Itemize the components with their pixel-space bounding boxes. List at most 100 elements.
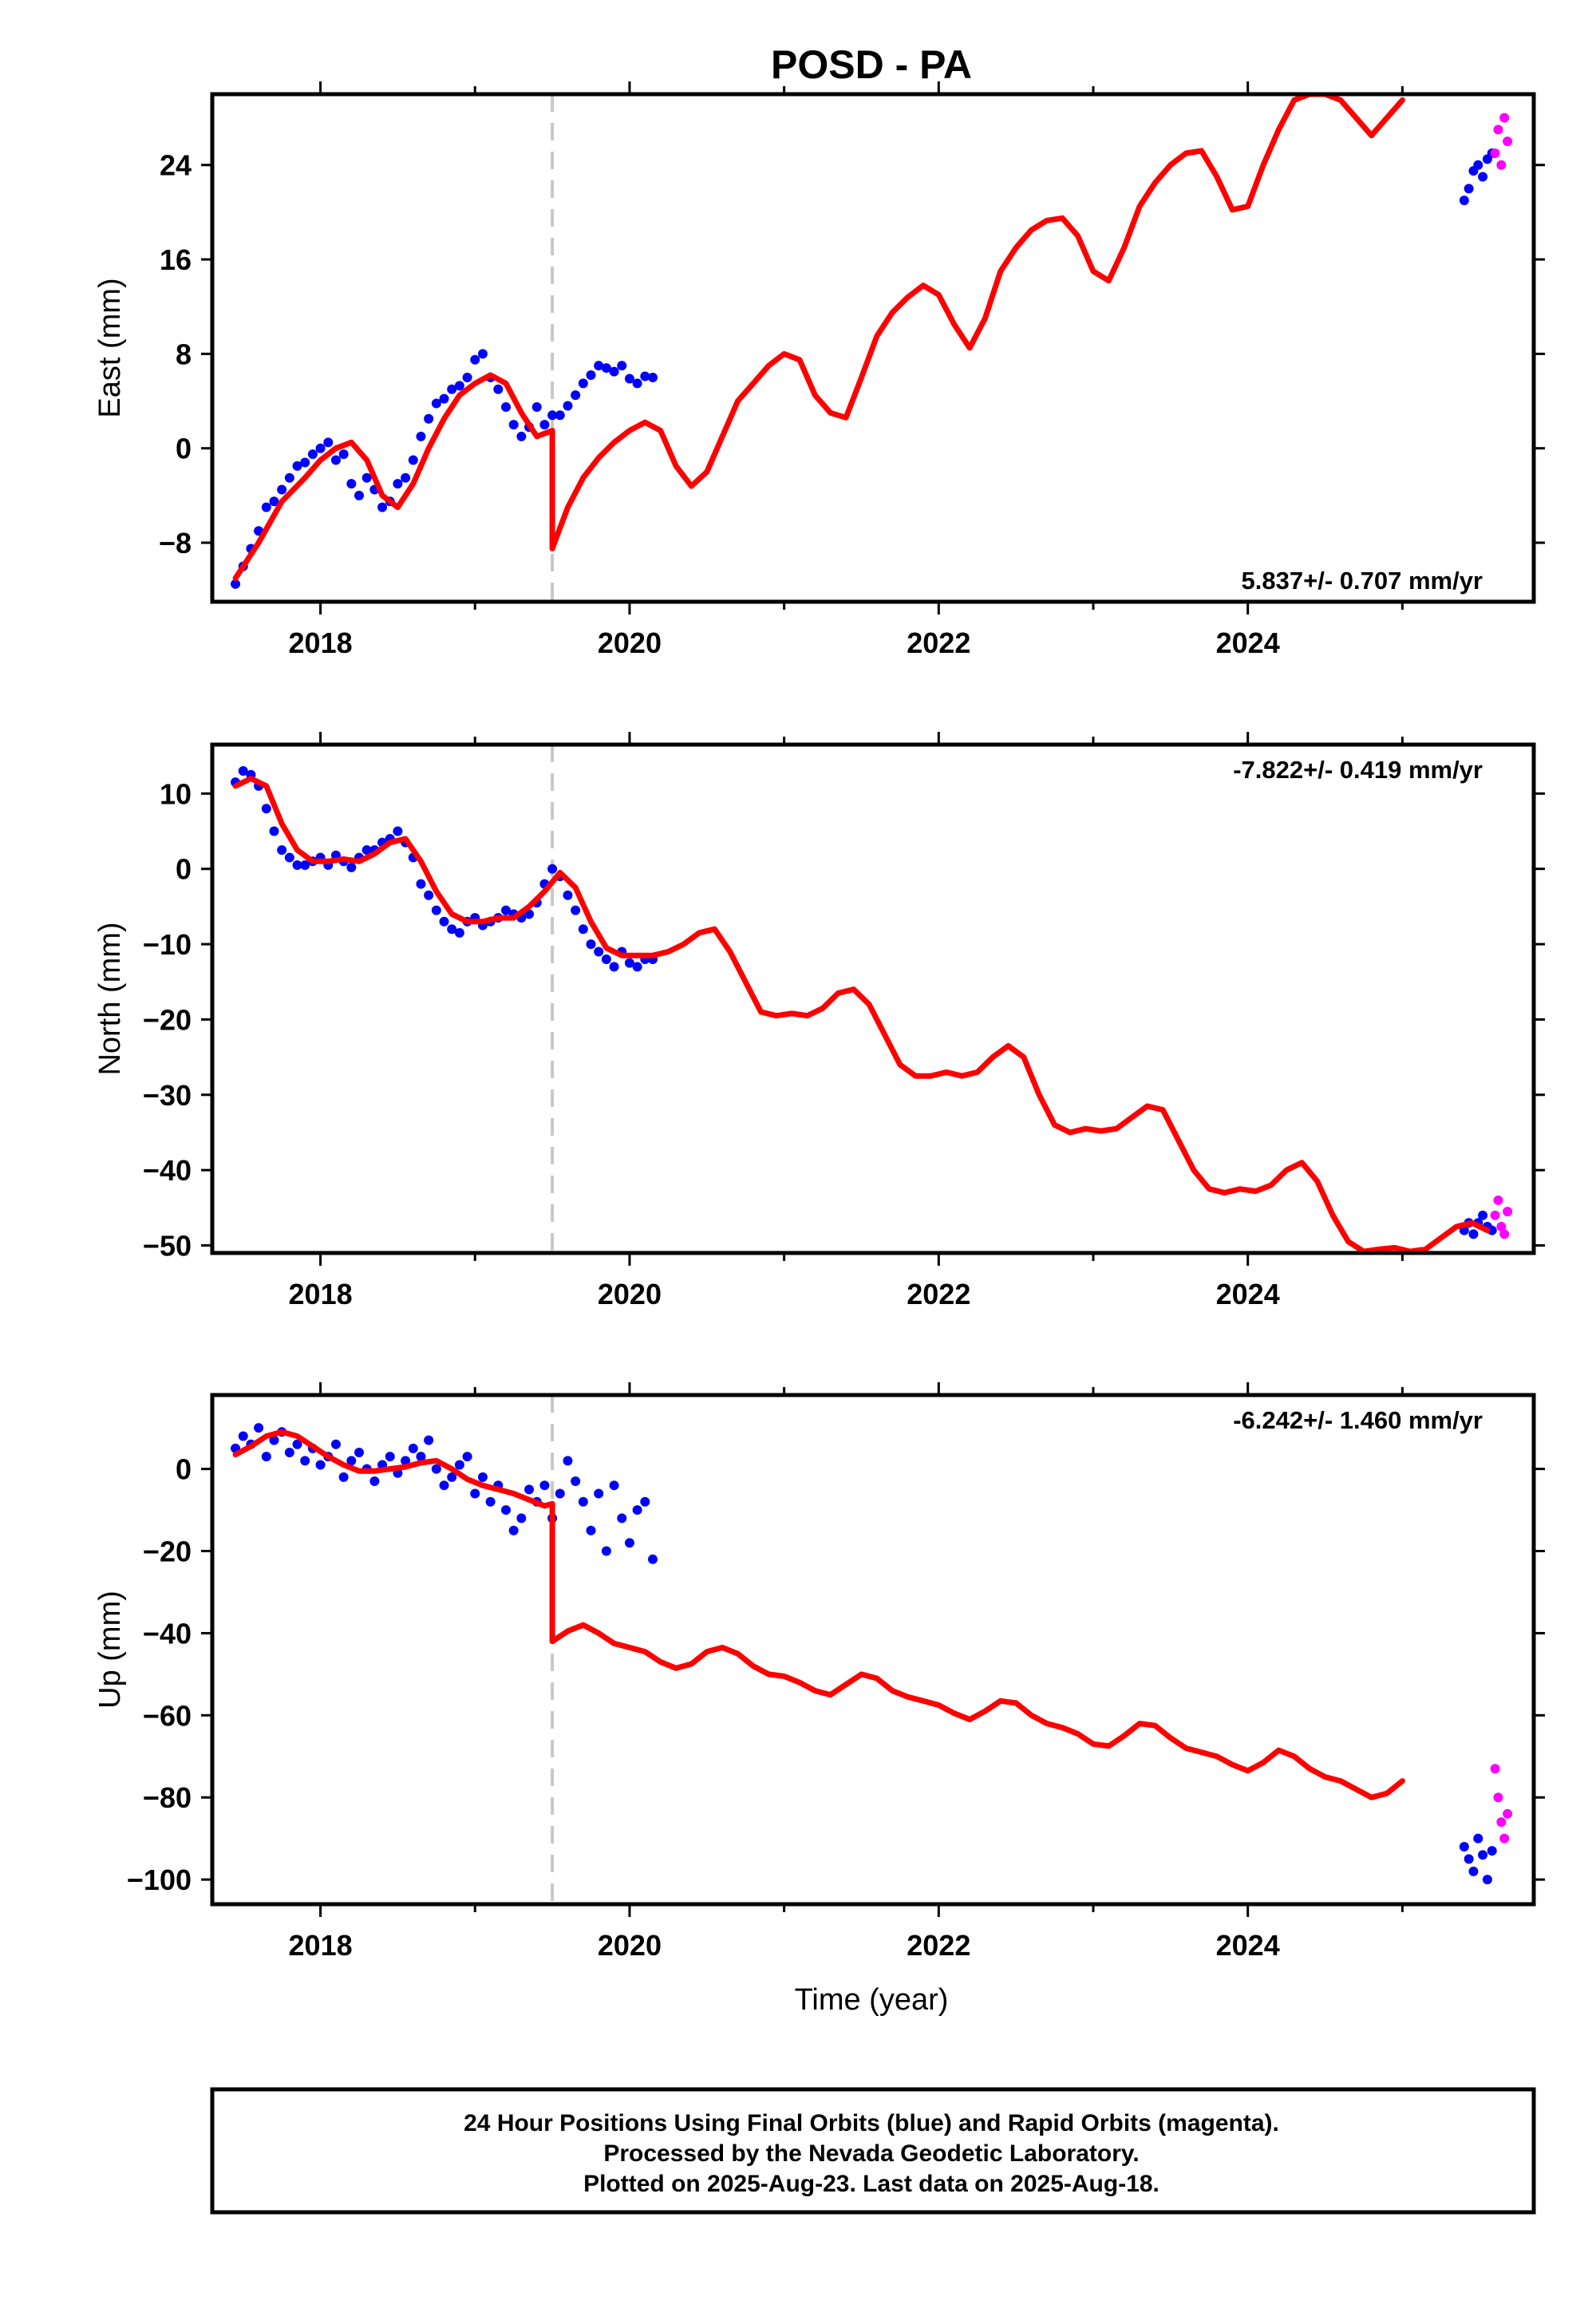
north-rate-label: -7.822+/- 0.419 mm/yr <box>1233 756 1483 784</box>
north-y-tick-label: −10 <box>143 928 192 961</box>
up-final-orbit-point <box>640 1496 650 1507</box>
east-final-orbit-point <box>624 373 634 384</box>
up-y-axis-title: Up (mm) <box>93 1591 127 1709</box>
east-y-axis-title: East (mm) <box>93 278 127 417</box>
up-y-tick-label: −20 <box>143 1535 192 1568</box>
up-rapid-orbit-point <box>1490 1764 1500 1774</box>
up-final-orbit-point <box>284 1448 294 1458</box>
up-frame <box>210 1393 1536 1907</box>
up-x-tick-label: 2024 <box>1216 1929 1280 1962</box>
north-final-orbit-point <box>393 826 403 836</box>
north-frame <box>210 742 1536 1255</box>
up-y-tick-label: −100 <box>127 1863 192 1896</box>
north-x-tick-label: 2024 <box>1216 1278 1280 1310</box>
footer-line-1: 24 Hour Positions Using Final Orbits (bl… <box>464 2110 1279 2136</box>
up-final-orbit-point <box>346 1456 357 1466</box>
up-final-orbit-point <box>254 1423 264 1433</box>
east-final-orbit-point <box>555 410 565 421</box>
footer-box: 24 Hour Positions Using Final Orbits (bl… <box>210 2087 1536 2215</box>
up-final-orbit-point <box>1478 1850 1488 1860</box>
north-rapid-orbit-point <box>1490 1210 1500 1220</box>
east-final-orbit-point <box>454 381 464 391</box>
up-rapid-orbit-point <box>1496 1817 1507 1828</box>
north-rapid-orbit-point <box>1499 1229 1510 1239</box>
east-final-orbit-point <box>292 460 302 471</box>
up-final-orbit-point <box>632 1505 642 1516</box>
north-final-orbit-point <box>601 954 611 964</box>
north-y-tick-label: −40 <box>143 1154 192 1187</box>
footer-line-2: Processed by the Nevada Geodetic Laborat… <box>603 2140 1139 2167</box>
north-final-orbit-point <box>261 804 271 814</box>
east-final-orbit-point <box>231 579 241 589</box>
up-final-orbit-point <box>439 1480 449 1491</box>
up-final-orbit-point <box>300 1456 310 1466</box>
east-final-orbit-point <box>408 455 418 465</box>
up-final-orbit-point <box>477 1472 488 1482</box>
north-y-tick-label: 10 <box>160 777 192 810</box>
east-x-tick-label: 2022 <box>907 626 970 659</box>
east-final-orbit-point <box>617 361 627 371</box>
up-final-orbit-point <box>354 1448 364 1458</box>
up-final-orbit-point <box>578 1496 588 1507</box>
east-final-orbit-point <box>393 479 403 489</box>
up-final-orbit-point <box>269 1435 279 1445</box>
east-final-orbit-point <box>640 371 650 381</box>
up-final-orbit-point <box>330 1439 341 1449</box>
north-final-orbit-point <box>571 905 581 915</box>
north-final-orbit-point <box>424 890 434 900</box>
east-final-orbit-point <box>315 443 326 453</box>
up-panel: 2018 2020 2022 2024 −100 −80 −60 −40 −20 0 Up (mm)… <box>93 1382 1545 1962</box>
north-x-tick-label: 2018 <box>289 1278 353 1310</box>
up-rapid-orbit-point <box>1499 1833 1510 1844</box>
north-final-orbit-point <box>238 766 248 777</box>
up-final-orbit-point <box>238 1431 248 1441</box>
east-final-orbit-point <box>269 496 279 507</box>
up-y-tick-label: −80 <box>143 1781 192 1814</box>
east-final-orbit-point <box>547 410 558 421</box>
up-final-orbit-point <box>617 1513 627 1524</box>
east-frame <box>210 92 1536 604</box>
east-final-orbit-point <box>277 484 287 495</box>
up-rapid-orbit-point <box>1503 1808 1513 1819</box>
up-final-orbit-point <box>1482 1875 1492 1885</box>
east-final-orbit-point <box>508 420 519 430</box>
north-final-orbit-point <box>454 927 464 938</box>
east-model-curve <box>232 94 1405 581</box>
east-rapid-orbit-point <box>1493 124 1503 135</box>
up-final-orbit-point <box>539 1480 550 1491</box>
up-x-tick-label: 2020 <box>598 1929 662 1962</box>
x-axis-title: Time (year) <box>795 1983 949 2017</box>
up-rate-label: -6.242+/- 1.460 mm/yr <box>1233 1406 1483 1434</box>
north-final-orbit-point <box>346 862 357 872</box>
north-final-orbit-point <box>501 905 511 915</box>
east-rapid-orbit-point <box>1496 160 1507 170</box>
north-final-orbit-point <box>578 924 588 935</box>
up-final-orbit-point <box>648 1554 658 1564</box>
east-final-orbit-point <box>354 490 364 500</box>
east-final-orbit-point <box>516 431 527 441</box>
up-x-tick-label: 2022 <box>907 1929 970 1962</box>
up-final-orbit-point <box>586 1525 596 1535</box>
footer-line-3: Plotted on 2025-Aug-23. Last data on 202… <box>583 2171 1159 2197</box>
up-final-orbit-point <box>385 1452 395 1462</box>
east-final-orbit-point <box>307 449 318 460</box>
north-final-orbit-point <box>284 852 294 863</box>
up-rapid-orbit-point <box>1493 1792 1503 1803</box>
east-x-tick-label: 2018 <box>289 626 353 659</box>
north-y-tick-label: −50 <box>143 1230 192 1263</box>
east-final-orbit-point <box>284 472 294 483</box>
north-final-orbit-point <box>1468 1229 1479 1239</box>
footer-frame <box>210 2087 1536 2215</box>
east-y-tick-label: 16 <box>160 243 192 276</box>
east-final-orbit-point <box>416 431 426 441</box>
up-final-orbit-point <box>470 1488 480 1499</box>
up-final-orbit-point <box>524 1484 535 1495</box>
up-final-orbit-point <box>454 1460 464 1470</box>
east-final-orbit-point <box>300 457 310 468</box>
east-final-orbit-point <box>1473 160 1483 170</box>
east-final-orbit-point <box>648 372 658 382</box>
east-final-orbit-point <box>531 401 542 412</box>
up-y-tick-label: −40 <box>143 1617 192 1650</box>
north-panel: 2018 2020 2022 2024 −50 −40 −30 −20 −10 0 10 North … <box>93 732 1545 1310</box>
east-final-orbit-point <box>477 349 488 359</box>
